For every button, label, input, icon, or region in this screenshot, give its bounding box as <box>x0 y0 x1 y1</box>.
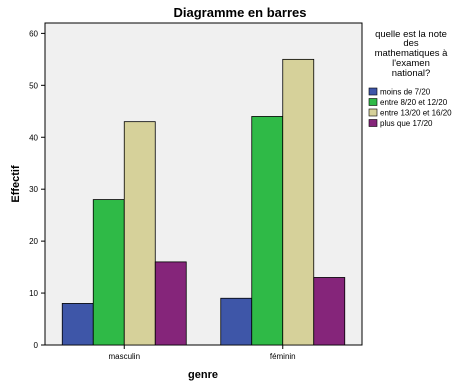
x-tick-label: masculin <box>108 352 140 361</box>
legend-title-line: mathematiques à <box>375 48 449 59</box>
legend-title-line: quelle est la note <box>375 29 447 40</box>
bar <box>313 277 346 346</box>
legend-label: entre 8/20 et 12/20 <box>380 98 448 107</box>
bar <box>154 261 187 346</box>
legend-label: plus que 17/20 <box>380 119 433 128</box>
legend-title-line: l'examen <box>392 58 430 69</box>
bar <box>123 121 156 346</box>
legend-label: moins de 7/20 <box>380 88 431 97</box>
y-tick-label: 40 <box>29 133 38 142</box>
bar <box>61 303 94 346</box>
y-tick-label: 0 <box>34 341 39 350</box>
legend-swatch <box>368 119 378 127</box>
legend-swatch <box>368 98 378 106</box>
y-tick-label: 20 <box>29 237 38 246</box>
bar <box>92 199 125 346</box>
x-tick-label: féminin <box>270 352 296 361</box>
y-axis-title: Effectif <box>10 165 22 203</box>
legend-title-line: national? <box>392 68 431 79</box>
bar <box>282 58 315 346</box>
legend-label: entre 13/20 et 16/20 <box>380 109 452 118</box>
legend-title-line: des <box>403 38 419 49</box>
y-tick-label: 50 <box>29 81 38 90</box>
bar <box>251 116 284 346</box>
y-tick-label: 60 <box>29 29 38 38</box>
y-tick-label: 10 <box>29 289 38 298</box>
legend-swatch <box>368 108 378 117</box>
x-axis-title: genre <box>188 369 218 381</box>
legend-swatch <box>368 87 378 96</box>
y-tick-label: 30 <box>29 185 38 194</box>
bar <box>220 297 253 346</box>
chart-title: Diagramme en barres <box>174 5 307 20</box>
